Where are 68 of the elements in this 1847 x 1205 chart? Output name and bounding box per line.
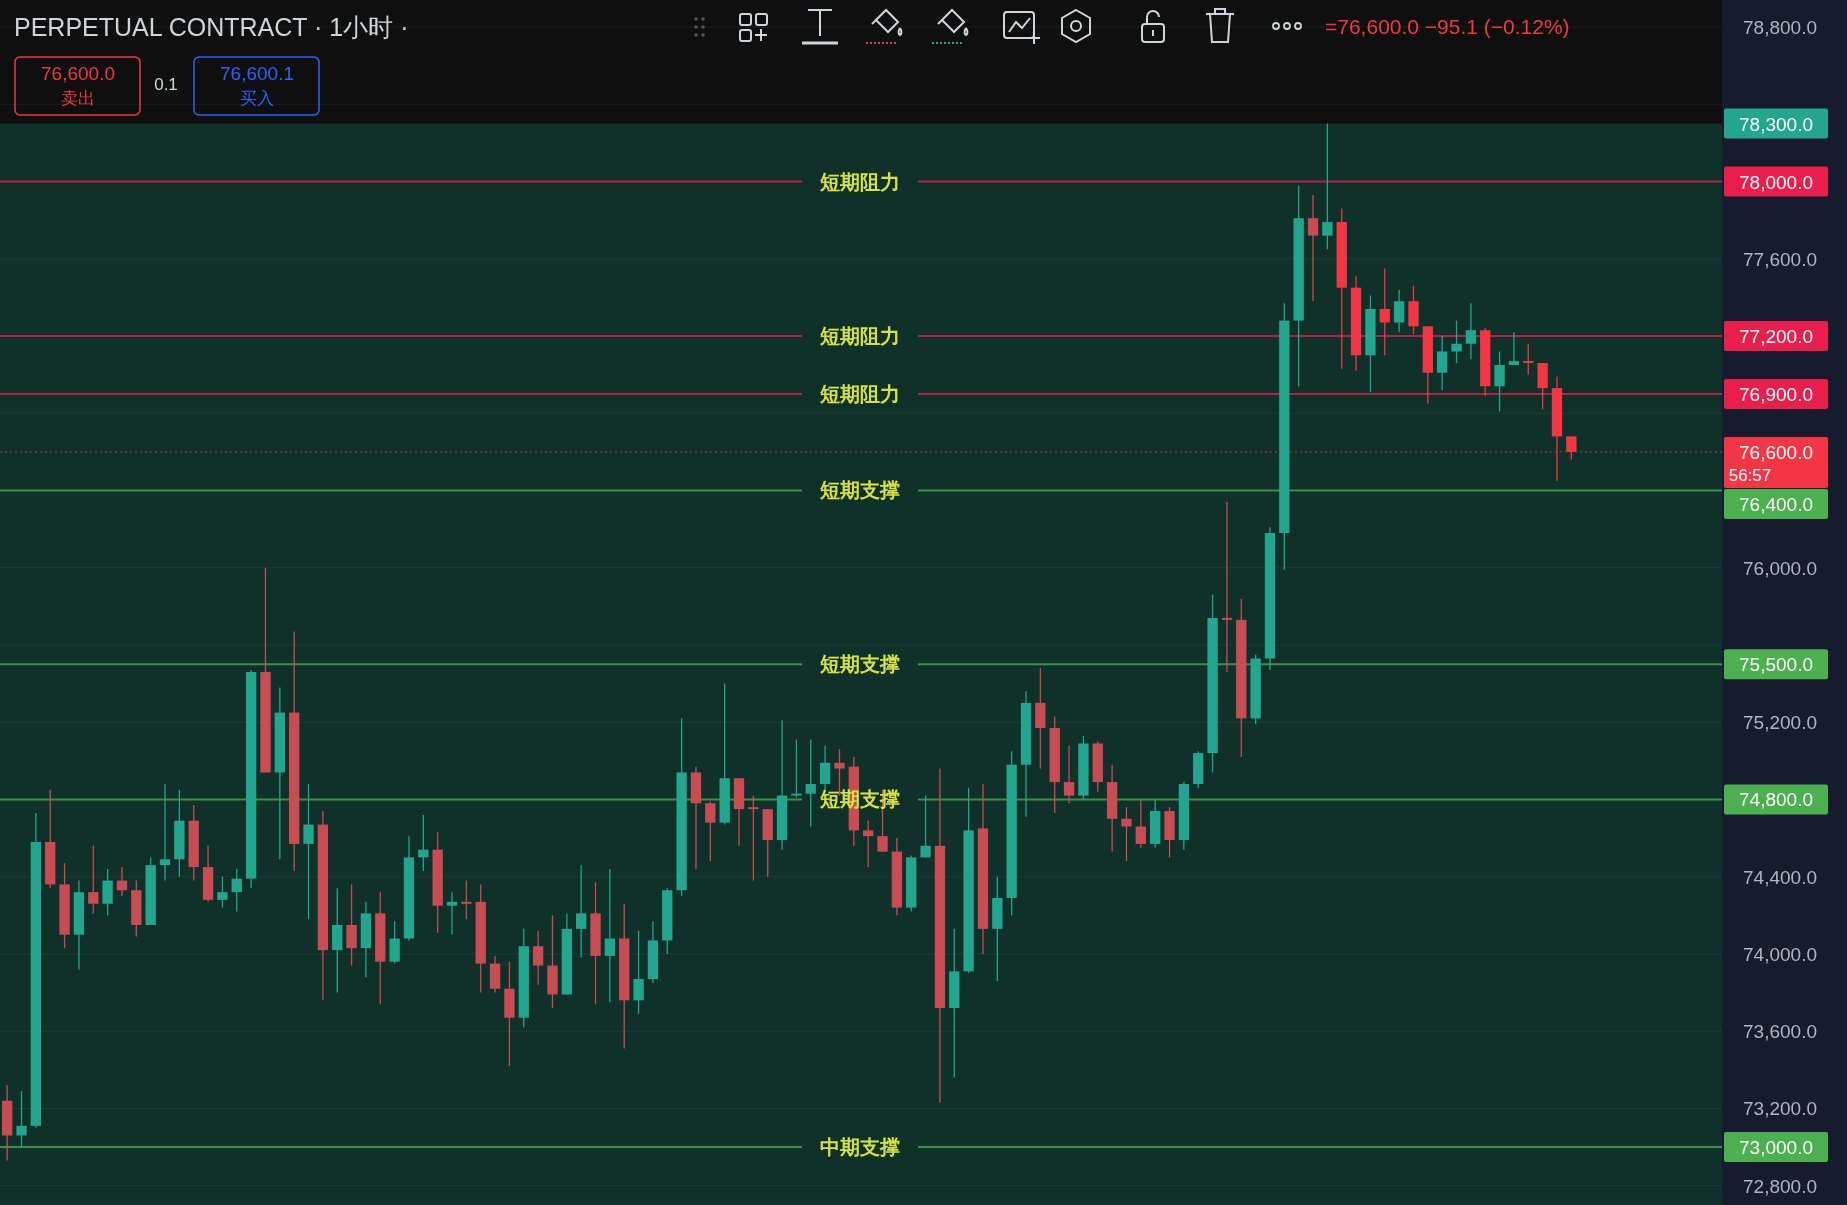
- candlestick: [805, 738, 816, 828]
- y-tick-label: 74,000.0: [1743, 943, 1817, 965]
- candlestick: [1307, 194, 1319, 302]
- candlestick: [1135, 798, 1146, 849]
- ref-line-label: 中期支撑: [820, 1136, 900, 1159]
- text: 76,600.0: [1739, 441, 1813, 463]
- ref-line-label: 短期阻力: [819, 170, 900, 193]
- y-tick-label: 77,600.0: [1743, 248, 1817, 270]
- text: 77,200.0: [1739, 326, 1813, 348]
- annotation: 卖出: [61, 89, 95, 108]
- candlestick: [920, 794, 931, 859]
- ref-line-label: 短期阻力: [819, 325, 900, 348]
- candlestick: [576, 864, 587, 959]
- annotation: =76,600.0 −95.1 (−0.12%): [1325, 15, 1570, 38]
- ref-line-label: 短期支撑: [819, 479, 900, 502]
- candlestick: [446, 891, 458, 936]
- candlestick: [1322, 122, 1333, 250]
- candlestick: [863, 820, 874, 868]
- candlestick: [389, 920, 400, 965]
- y-tick-label: 72,800.0: [1743, 1175, 1817, 1197]
- candlestick: [1063, 744, 1075, 804]
- candlestick: [159, 783, 171, 882]
- annotation: 买入: [240, 89, 274, 108]
- candlestick: [1523, 343, 1534, 376]
- annotation: 76,600.0: [41, 63, 115, 84]
- y-tick-label: 75,200.0: [1743, 712, 1817, 734]
- candlestick: [791, 738, 802, 799]
- text: 75,500.0: [1739, 654, 1813, 676]
- candlestick: [1121, 806, 1132, 862]
- text: 76,900.0: [1739, 383, 1813, 405]
- candlestick: [461, 879, 472, 920]
- annotation: 0.1: [154, 75, 178, 94]
- candlestick: [217, 876, 228, 909]
- candlestick: [532, 930, 544, 986]
- y-tick-label: 73,200.0: [1743, 1098, 1817, 1120]
- ref-line-label: 短期支撑: [819, 653, 900, 676]
- candlestick: [1451, 319, 1462, 364]
- candlestick: [116, 866, 128, 897]
- candlestick: [1437, 335, 1448, 391]
- candlestick: [346, 883, 357, 967]
- candlestick: [1465, 302, 1477, 360]
- text: PERPETUAL CONTRACT · 1小时 ·: [14, 13, 409, 41]
- candlestick: [633, 930, 644, 1015]
- candlestick: [231, 868, 242, 913]
- candlestick: [748, 794, 759, 882]
- candlestick: [604, 868, 616, 1003]
- candlestick: [303, 783, 314, 920]
- y-tick-label: 74,400.0: [1743, 866, 1817, 888]
- ref-line-label: 短期阻力: [819, 382, 900, 405]
- candlestick: [1494, 350, 1505, 412]
- candlestick: [1379, 267, 1390, 356]
- text: 76,400.0: [1739, 493, 1813, 515]
- y-tick-label: 78,800.0: [1743, 17, 1817, 39]
- candlestick: [102, 868, 113, 916]
- y-tick-label: 76,000.0: [1743, 557, 1817, 579]
- candlestick: [88, 845, 99, 915]
- text: 74,800.0: [1739, 789, 1813, 811]
- candlestick: [1393, 289, 1405, 333]
- candlestick: [705, 800, 716, 862]
- text: 73,000.0: [1739, 1137, 1813, 1159]
- text: 78,000.0: [1739, 171, 1813, 193]
- y-tick-label: 73,600.0: [1743, 1021, 1817, 1043]
- text: 56:57: [1728, 465, 1772, 485]
- candlestick: [16, 1090, 27, 1148]
- text: 78,300.0: [1739, 113, 1813, 135]
- annotation: 76,600.1: [220, 63, 294, 84]
- candlestick: [1508, 331, 1520, 366]
- candlestick: [1221, 501, 1233, 673]
